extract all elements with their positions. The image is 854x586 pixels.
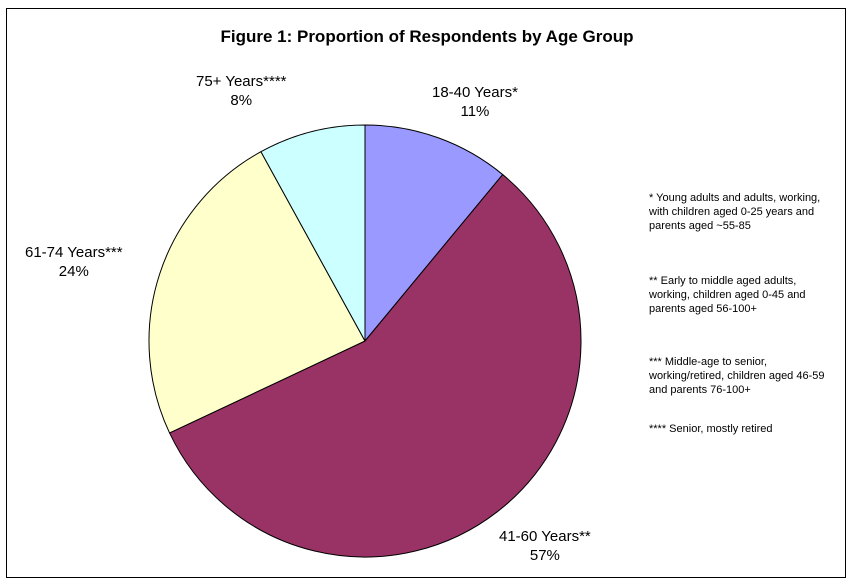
label-18-40-value: 11% <box>460 103 490 120</box>
pie-slice-1 <box>364 124 504 343</box>
pie-slice-2 <box>168 173 582 558</box>
footnote-1: * Young adults and adults, working, with… <box>649 192 821 232</box>
label-61-74-category: 61-74 Years*** <box>25 244 123 261</box>
pie-slice-4 <box>260 124 366 342</box>
label-41-60-category: 41-60 Years** <box>499 528 591 545</box>
chart-frame: Figure 1: Proportion of Respondents by A… <box>6 8 846 578</box>
chart-title: Figure 1: Proportion of Respondents by A… <box>220 27 634 46</box>
label-18-40-category: 18-40 Years* <box>432 84 518 101</box>
label-41-60-value: 57% <box>529 547 560 564</box>
footnote-3: *** Middle-age to senior, working/retire… <box>649 356 825 396</box>
label-41-60: 41-60 Years** 57% <box>499 527 591 565</box>
label-75-plus-value: 8% <box>230 92 253 109</box>
label-75-plus-category: 75+ Years**** <box>196 73 287 90</box>
pie-chart <box>148 124 582 558</box>
label-75-plus: 75+ Years**** 8% <box>196 72 287 110</box>
label-18-40: 18-40 Years* 11% <box>432 83 518 121</box>
footnote-2: ** Early to middle aged adults, working,… <box>649 275 806 315</box>
label-61-74: 61-74 Years*** 24% <box>25 243 123 281</box>
footnote-4: **** Senior, mostly retired <box>649 423 773 435</box>
label-61-74-value: 24% <box>58 263 89 280</box>
pie-slice-3 <box>148 151 366 434</box>
